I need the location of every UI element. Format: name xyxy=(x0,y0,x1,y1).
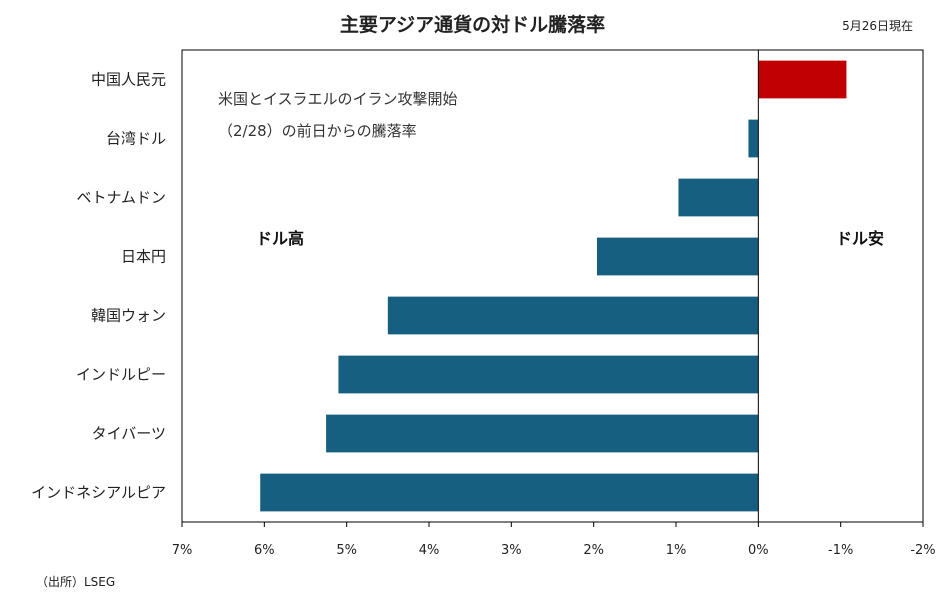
x-tick-label: -2% xyxy=(910,543,935,558)
bar xyxy=(387,296,759,335)
category-labels: 中国人民元台湾ドルベトナムドン日本円韓国ウォンインドルピータイバーツインドネシア… xyxy=(31,71,166,502)
x-tick-label: 6% xyxy=(254,543,275,558)
bar xyxy=(748,119,759,158)
annotation-line1: 米国とイスラエルのイラン攻撃開始 xyxy=(218,90,458,108)
source-note: （出所）LSEG xyxy=(36,575,116,589)
x-tick-label: 2% xyxy=(583,543,604,558)
category-label: インドルピー xyxy=(76,366,166,384)
x-tick-label: 1% xyxy=(666,543,687,558)
bar xyxy=(596,237,759,276)
as-of-date: 5月26日現在 xyxy=(842,19,913,33)
chart-title: 主要アジア通貨の対ドル騰落率 xyxy=(339,14,606,36)
bars-group xyxy=(260,60,847,512)
axes-group xyxy=(181,49,924,527)
x-tick-label: 3% xyxy=(501,543,522,558)
x-tick-label: 4% xyxy=(419,543,440,558)
x-tick-label: -1% xyxy=(828,543,853,558)
category-label: 韓国ウォン xyxy=(91,307,166,325)
dollar-strong-label: ドル高 xyxy=(256,229,304,248)
category-label: ベトナムドン xyxy=(76,189,166,207)
bar xyxy=(338,355,759,394)
category-label: タイバーツ xyxy=(92,425,166,443)
tick-labels: 7% 6% 5% 4% 3% 2% 1% 0% -1% -2% xyxy=(172,543,936,558)
x-tick-label: 0% xyxy=(748,543,769,558)
category-label: 中国人民元 xyxy=(91,71,166,89)
x-tick-label: 7% xyxy=(172,543,193,558)
category-label: インドネシアルピア xyxy=(31,484,166,502)
category-label: 台湾ドル xyxy=(106,130,166,148)
bar xyxy=(326,414,759,453)
x-tick-label: 5% xyxy=(336,543,357,558)
category-label: 日本円 xyxy=(121,248,166,266)
annotation-line2: （2/28）の前日からの騰落率 xyxy=(218,122,417,140)
bar xyxy=(758,60,847,99)
bar xyxy=(260,473,759,512)
bar xyxy=(678,178,759,217)
plot-frame xyxy=(181,49,924,523)
dollar-weak-label: ドル安 xyxy=(836,229,884,248)
